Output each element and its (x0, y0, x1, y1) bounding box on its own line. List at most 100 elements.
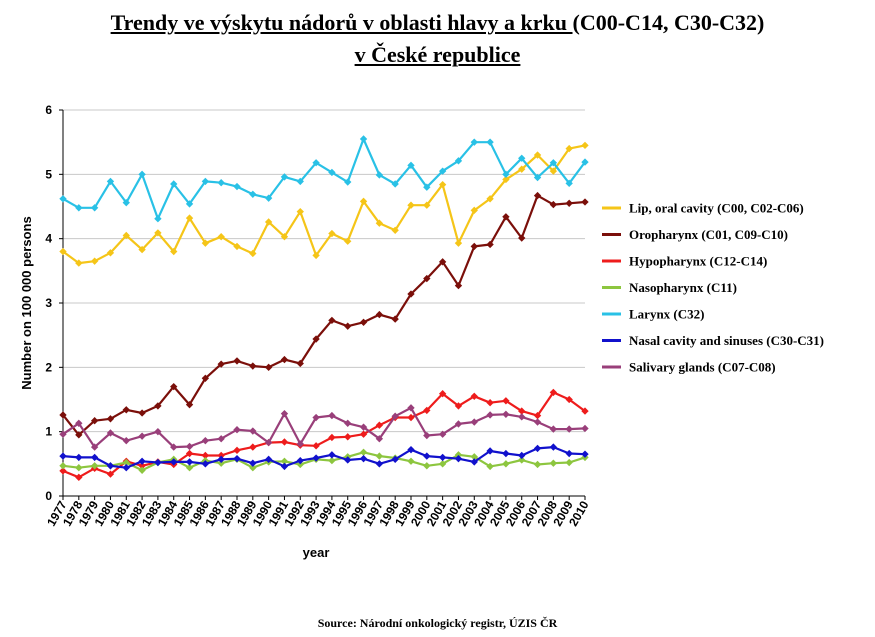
series-line-2 (62, 391, 586, 479)
gridlines (63, 109, 585, 433)
y-tick-label: 2 (45, 360, 52, 374)
data-point (470, 206, 478, 215)
data-point (454, 402, 463, 410)
data-point (470, 453, 478, 461)
data-point (328, 229, 336, 238)
data-point (154, 427, 162, 436)
data-point (359, 455, 368, 463)
data-point (454, 451, 463, 459)
data-point (565, 449, 573, 458)
data-point (249, 459, 257, 467)
data-point (518, 234, 526, 242)
data-point (328, 411, 336, 420)
data-point (407, 201, 415, 209)
data-point (581, 198, 589, 206)
data-point (280, 409, 289, 418)
data-point (122, 231, 130, 240)
data-point (328, 433, 336, 442)
data-point (486, 462, 494, 471)
data-point (391, 315, 399, 323)
data-point (201, 436, 210, 445)
data-point (549, 459, 558, 467)
data-point (138, 409, 146, 417)
data-point (454, 420, 463, 428)
data-point (106, 470, 115, 478)
data-point (280, 438, 289, 446)
data-point (185, 400, 194, 409)
data-point (280, 457, 289, 465)
data-point (375, 421, 384, 429)
data-point (122, 198, 130, 207)
data-point (344, 237, 352, 245)
data-point (249, 443, 257, 451)
y-tick-label: 6 (45, 103, 52, 117)
data-point (423, 406, 431, 415)
data-point (201, 374, 210, 382)
data-point (407, 413, 415, 422)
data-point (533, 418, 542, 426)
data-point (344, 456, 352, 464)
data-point (217, 179, 225, 187)
data-point (59, 462, 67, 470)
tick-labels: 0123456197719781979198019811982198319841… (44, 103, 592, 529)
data-point (138, 432, 146, 440)
data-point (344, 322, 352, 330)
legend-label: Hypopharynx (C12-C14) (629, 254, 767, 269)
data-point (170, 443, 178, 451)
data-point (233, 446, 241, 455)
data-point (359, 448, 368, 456)
data-point (296, 460, 304, 469)
data-point (249, 249, 257, 258)
data-point (454, 455, 463, 463)
data-point (486, 447, 494, 455)
chart-title-rest: (C00-C14, C30-C32) (572, 10, 765, 35)
y-tick-label: 4 (45, 232, 52, 246)
y-axis-label: Number on 100 000 persons (19, 216, 34, 389)
data-point (106, 429, 115, 437)
data-point (217, 435, 225, 443)
chart-subtitle: v České republice (0, 42, 875, 68)
data-point (90, 204, 99, 212)
data-point (518, 413, 526, 421)
data-point (581, 450, 589, 458)
data-point (423, 201, 431, 209)
data-point (233, 426, 241, 434)
data-point (328, 168, 336, 177)
data-point (75, 419, 83, 427)
data-point (486, 399, 494, 407)
data-point (549, 200, 558, 209)
data-point (359, 423, 368, 431)
data-point (296, 207, 304, 216)
data-point (154, 215, 162, 223)
data-point (75, 204, 83, 212)
data-point (502, 410, 510, 418)
data-point (438, 460, 447, 468)
chart-title-underlined: Trendy ve výskytu nádorů v oblasti hlavy… (110, 10, 573, 35)
data-point (312, 413, 320, 422)
data-point (280, 462, 289, 471)
data-point (533, 444, 542, 453)
data-point (217, 360, 225, 368)
data-point (407, 404, 415, 412)
data-point (533, 173, 542, 182)
data-point (185, 214, 194, 222)
data-point (59, 452, 67, 460)
data-point (138, 462, 146, 470)
data-point (533, 460, 542, 469)
data-point (138, 245, 146, 254)
data-point (581, 158, 589, 166)
legend-label: Nasal cavity and sinuses (C30-C31) (629, 333, 824, 348)
data-point (122, 458, 130, 467)
data-point (565, 199, 573, 207)
y-tick-label: 0 (45, 489, 52, 503)
data-point (106, 249, 115, 257)
series-line-5 (62, 446, 586, 469)
data-point (565, 144, 573, 153)
data-point (138, 457, 146, 465)
data-point (75, 259, 83, 267)
data-point (470, 392, 478, 400)
data-point (170, 382, 178, 391)
data-point (296, 456, 304, 465)
legend-label: Nasopharynx (C11) (629, 280, 737, 295)
